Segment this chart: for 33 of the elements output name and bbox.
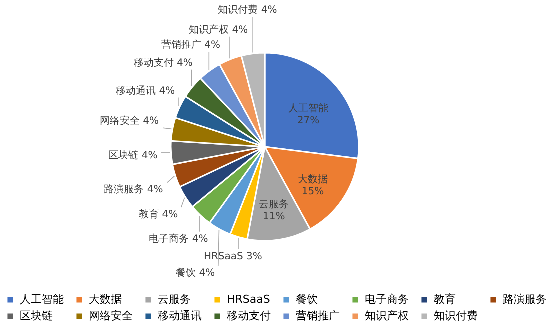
slice-label: 大数据: [298, 174, 328, 186]
category-label: 营销推广 4%: [161, 40, 220, 52]
slice-label: 云服务: [259, 198, 290, 210]
legend-label: 区块链: [20, 310, 53, 322]
legend-label: 大数据: [89, 292, 122, 306]
category-label: 区块链 4%: [108, 150, 158, 162]
category-label: 教育 4%: [139, 210, 178, 221]
legend-label: 电子商务: [365, 292, 409, 306]
category-label: 餐饮 4%: [176, 268, 216, 280]
legend-label: 餐饮: [296, 292, 318, 306]
slice-label: 人工智能: [288, 102, 329, 115]
category-label: 电子商务 4%: [149, 234, 208, 245]
legend-label: 云服务: [158, 292, 191, 306]
legend-label: 人工智能: [20, 292, 64, 306]
category-label: 路演服务 4%: [104, 184, 164, 196]
legend-label: HRSaaS: [227, 292, 270, 306]
legend-label: 移动通讯: [158, 310, 202, 322]
category-label: 移动支付 4%: [134, 58, 193, 69]
data-label: 15%: [302, 186, 324, 198]
legend-label: 营销推广: [296, 310, 340, 322]
legend-label: 教育: [434, 292, 456, 306]
category-label: 网络安全 4%: [100, 116, 159, 128]
category-label: 知识产权 4%: [189, 24, 248, 36]
data-label: 11%: [262, 211, 286, 222]
category-label: HRSaaS 3%: [204, 251, 262, 262]
legend-label: 知识付费: [434, 310, 478, 322]
data-label: 27%: [297, 116, 320, 127]
legend-label: 知识产权: [365, 310, 409, 322]
legend-label: 路演服务: [503, 292, 547, 306]
legend-label: 移动支付: [227, 310, 271, 322]
category-label: 知识付费 4%: [218, 5, 278, 16]
category-label: 移动通讯 4%: [116, 86, 176, 97]
legend-label: 网络安全: [89, 310, 133, 322]
